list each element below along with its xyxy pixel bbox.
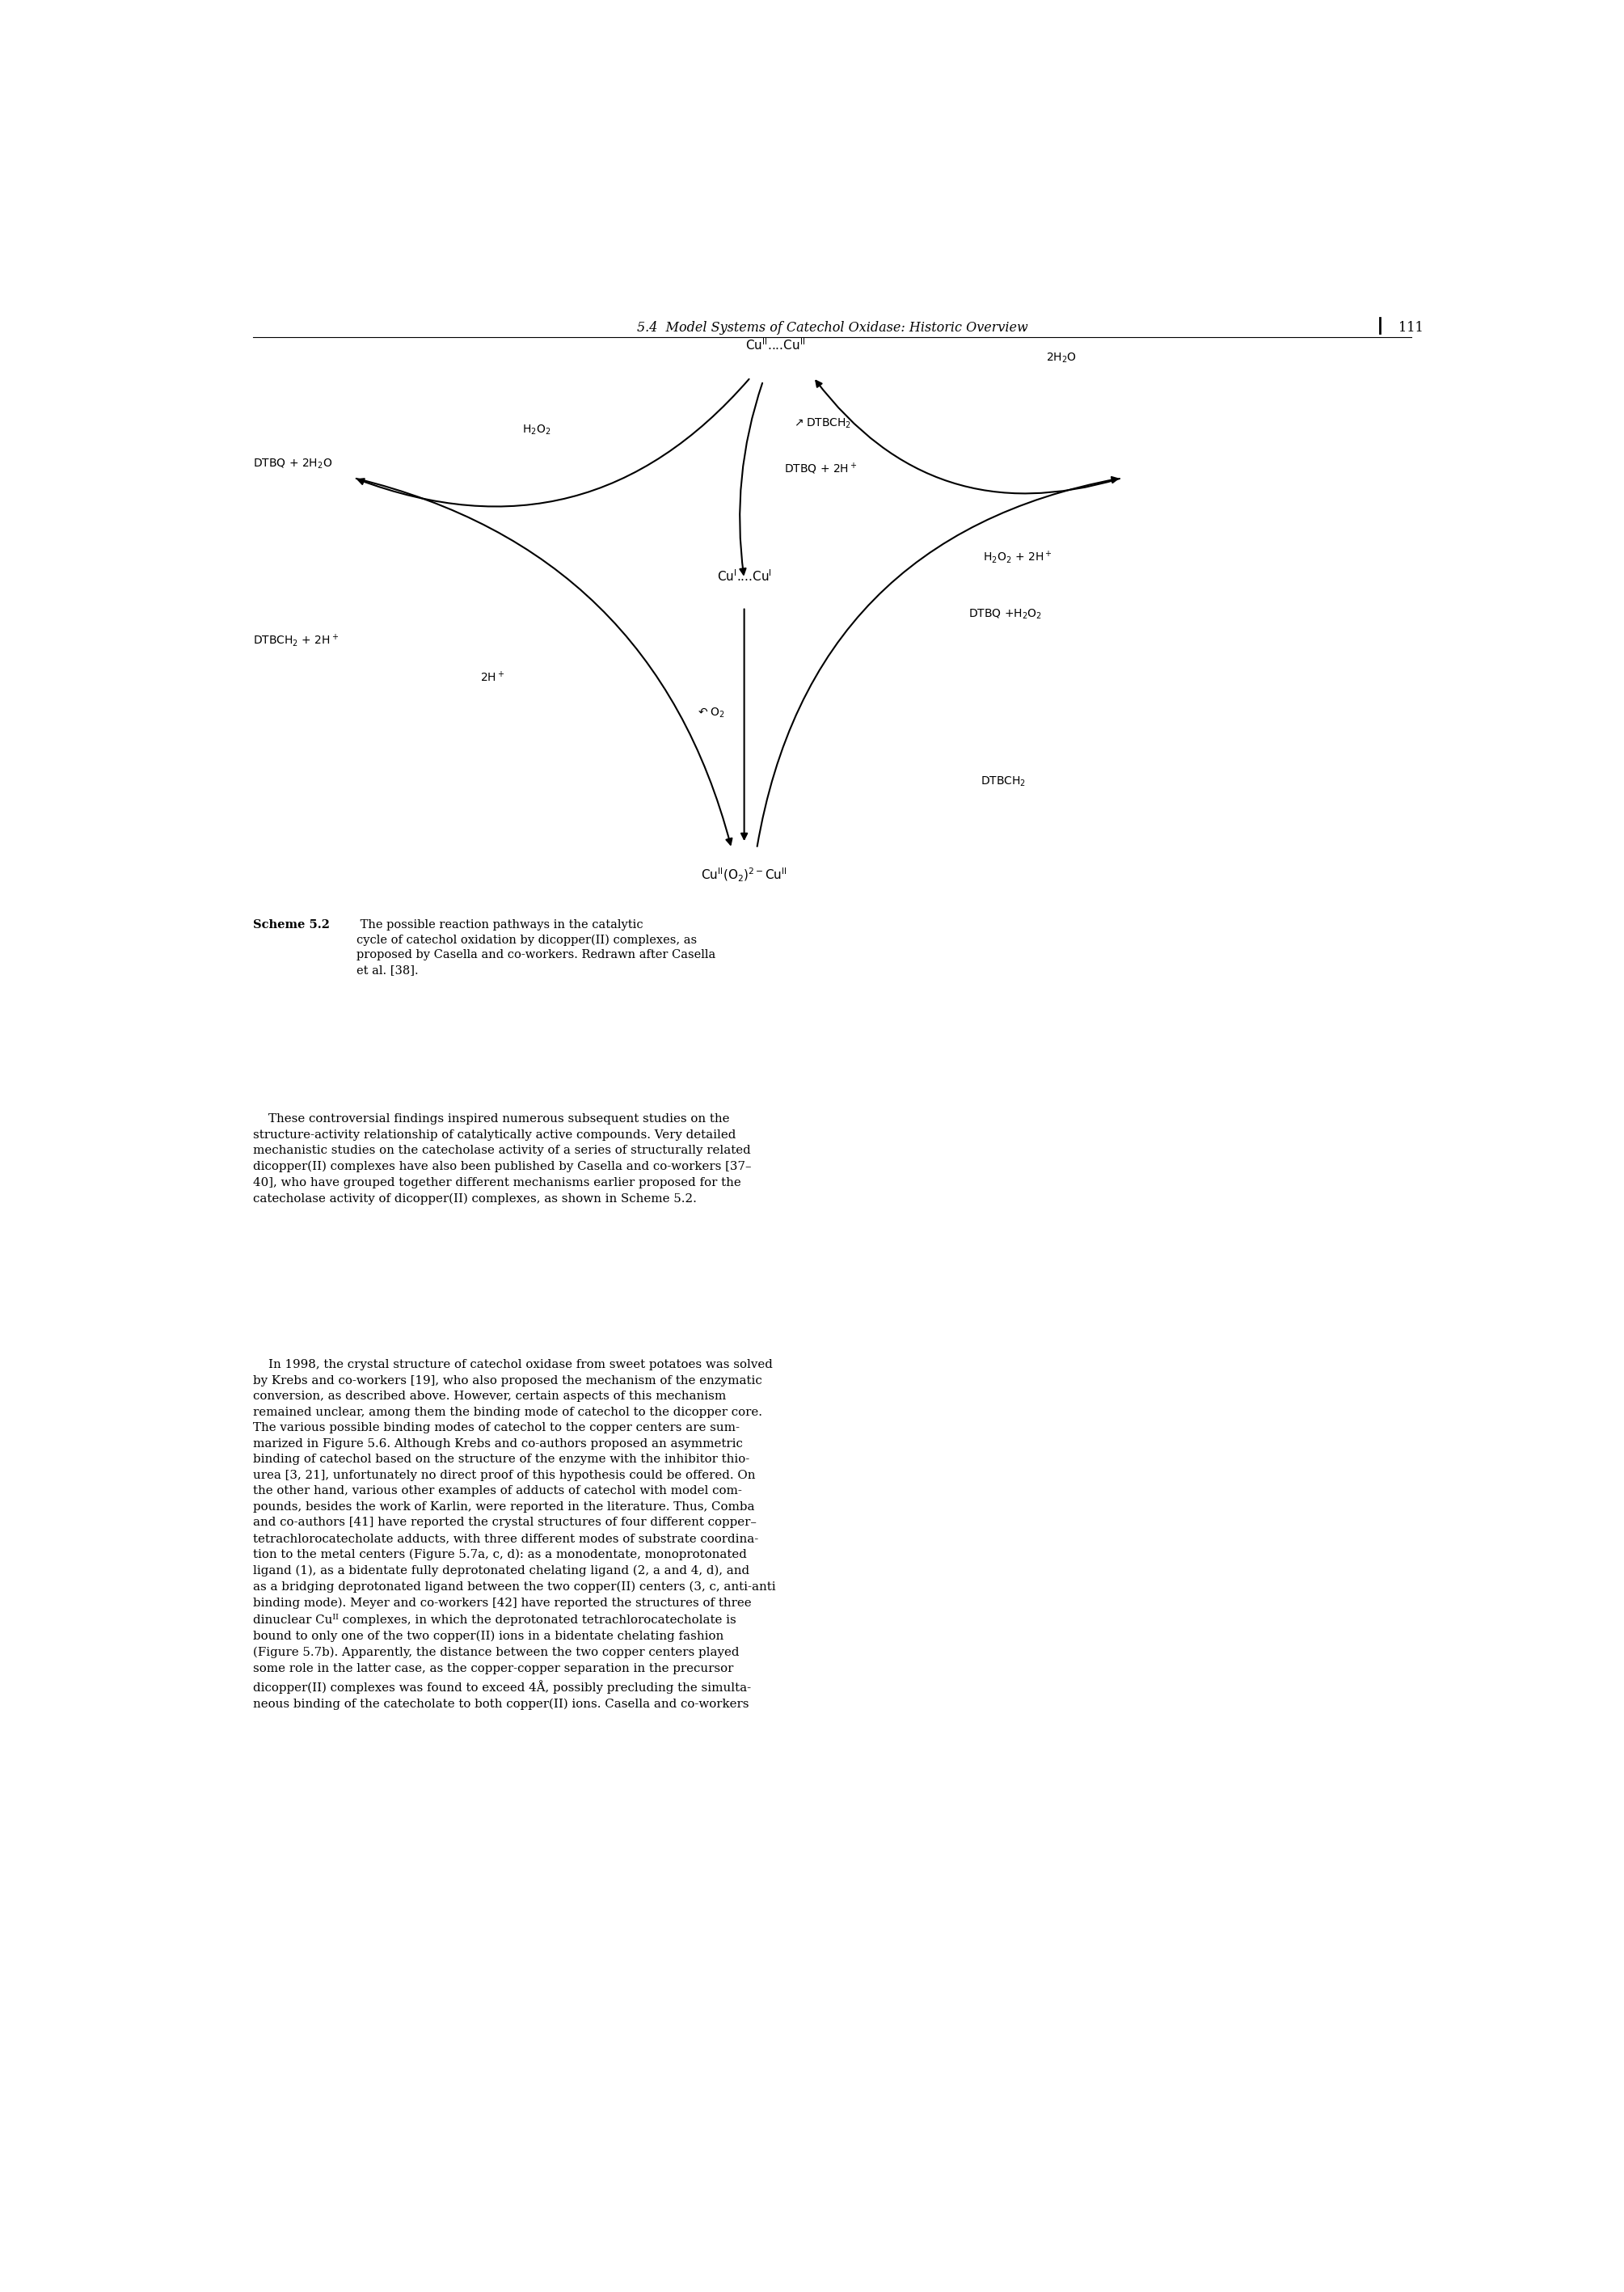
FancyArrowPatch shape <box>741 383 762 575</box>
Text: 5.4  Model Systems of Catechol Oxidase: Historic Overview: 5.4 Model Systems of Catechol Oxidase: H… <box>637 321 1028 335</box>
Text: H$_2$O$_2$: H$_2$O$_2$ <box>523 424 551 438</box>
Text: DTBQ +H$_2$O$_2$: DTBQ +H$_2$O$_2$ <box>968 607 1043 621</box>
Text: DTBQ + 2H$_2$O: DTBQ + 2H$_2$O <box>253 456 333 470</box>
Text: 2H$_2$O: 2H$_2$O <box>1046 351 1077 364</box>
Text: 2H$^+$: 2H$^+$ <box>481 672 505 685</box>
Text: Cu$^{\rm I}$....Cu$^{\rm I}$: Cu$^{\rm I}$....Cu$^{\rm I}$ <box>716 568 771 584</box>
Text: 111: 111 <box>1398 321 1424 335</box>
FancyArrowPatch shape <box>757 477 1117 846</box>
FancyArrowPatch shape <box>741 610 747 839</box>
FancyArrowPatch shape <box>357 378 749 507</box>
Text: Cu$^{\rm II}$(O$_2$)$^{2-}$Cu$^{\rm II}$: Cu$^{\rm II}$(O$_2$)$^{2-}$Cu$^{\rm II}$ <box>702 866 788 882</box>
Text: In 1998, the crystal structure of catechol oxidase from sweet potatoes was solve: In 1998, the crystal structure of catech… <box>253 1359 776 1710</box>
FancyArrowPatch shape <box>356 479 732 846</box>
Text: DTBCH$_2$ + 2H$^+$: DTBCH$_2$ + 2H$^+$ <box>253 633 339 649</box>
Text: $\nearrow$DTBCH$_2$: $\nearrow$DTBCH$_2$ <box>793 417 851 431</box>
Text: These controversial findings inspired numerous subsequent studies on the
structu: These controversial findings inspired nu… <box>253 1114 752 1203</box>
Text: DTBCH$_2$: DTBCH$_2$ <box>981 775 1026 788</box>
Text: Scheme 5.2: Scheme 5.2 <box>253 919 330 931</box>
FancyArrowPatch shape <box>815 380 1119 493</box>
Text: H$_2$O$_2$ + 2H$^+$: H$_2$O$_2$ + 2H$^+$ <box>984 550 1052 566</box>
Text: The possible reaction pathways in the catalytic
cycle of catechol oxidation by d: The possible reaction pathways in the ca… <box>357 919 716 976</box>
Text: DTBQ + 2H$^+$: DTBQ + 2H$^+$ <box>784 461 857 477</box>
Text: $\curvearrowleft$O$_2$: $\curvearrowleft$O$_2$ <box>697 706 724 720</box>
Text: Cu$^{\rm II}$....Cu$^{\rm II}$: Cu$^{\rm II}$....Cu$^{\rm II}$ <box>745 337 806 353</box>
